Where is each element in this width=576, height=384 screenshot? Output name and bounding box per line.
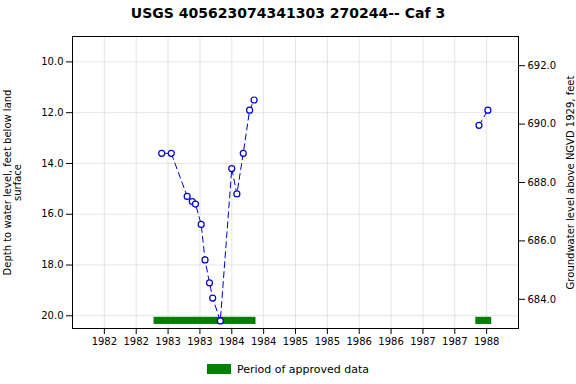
svg-text:684.0: 684.0: [528, 294, 557, 305]
svg-text:1982: 1982: [92, 336, 117, 347]
svg-text:1986: 1986: [346, 336, 371, 347]
svg-text:10.0: 10.0: [41, 56, 63, 67]
svg-text:688.0: 688.0: [528, 177, 557, 188]
svg-text:1986: 1986: [378, 336, 403, 347]
svg-text:690.0: 690.0: [528, 118, 557, 129]
svg-text:1983: 1983: [155, 336, 180, 347]
svg-text:Depth to water level, feet bel: Depth to water level, feet below landsur…: [2, 90, 23, 276]
svg-text:18.0: 18.0: [41, 259, 63, 270]
svg-text:1984: 1984: [219, 336, 244, 347]
html-text:Period of approved data: Period of approved data: [236, 362, 370, 376]
svg-text:686.0: 686.0: [528, 235, 557, 246]
svg-text:20.0: 20.0: [41, 310, 63, 321]
svg-text:1984: 1984: [251, 336, 276, 347]
svg-text:14.0: 14.0: [41, 158, 63, 169]
svg-text:Groundwater level above NGVD 1: Groundwater level above NGVD 1929, feet: [565, 76, 576, 290]
svg-text:1988: 1988: [474, 336, 499, 347]
html-text:USGS 405623074341303 270244--: USGS 405623074341303 270244-- Caf 3: [130, 5, 446, 21]
svg-text:692.0: 692.0: [528, 60, 557, 71]
svg-text:1985: 1985: [283, 336, 308, 347]
svg-text:1983: 1983: [187, 336, 212, 347]
svg-text:1987: 1987: [442, 336, 467, 347]
svg-text:1987: 1987: [410, 336, 435, 347]
svg-text:1982: 1982: [123, 336, 148, 347]
svg-text:16.0: 16.0: [41, 208, 63, 219]
svg-text:12.0: 12.0: [41, 107, 63, 118]
svg-text:1985: 1985: [315, 336, 340, 347]
